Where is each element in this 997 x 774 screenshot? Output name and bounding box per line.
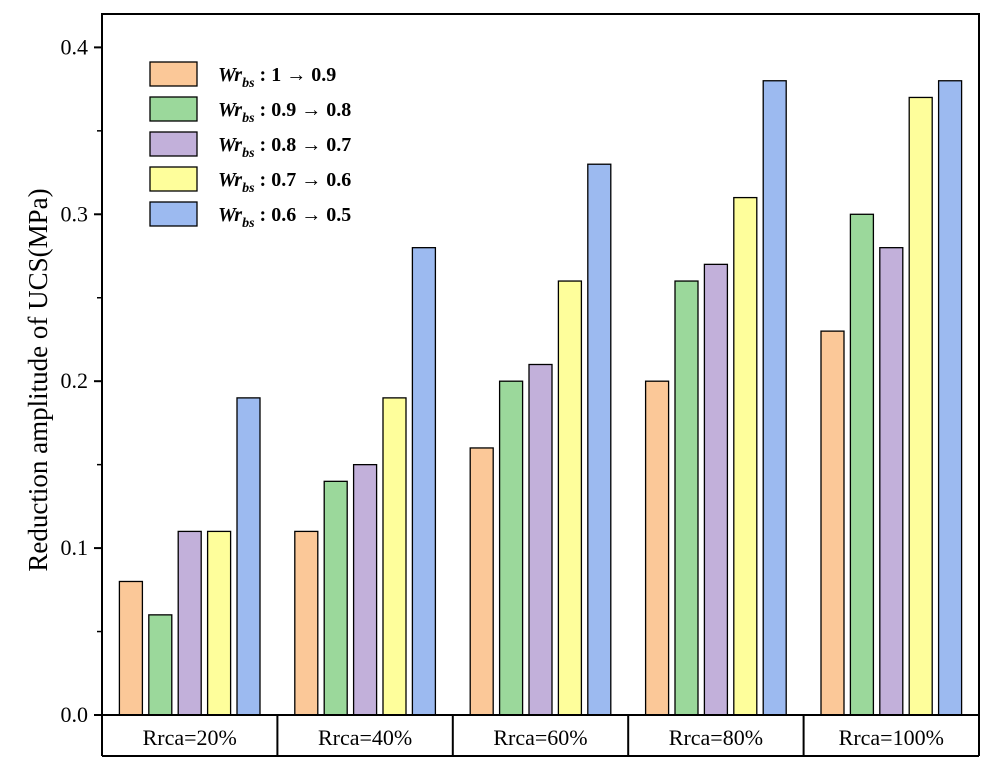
legend-swatch <box>149 166 198 192</box>
bar <box>733 196 758 716</box>
bar <box>323 480 348 716</box>
legend-entry: Wrbs : 0.7 → 0.6 <box>218 169 351 196</box>
legend-swatch <box>149 96 198 122</box>
plot-frame <box>101 13 980 716</box>
bar <box>644 380 670 716</box>
legend-entry: Wrbs : 0.8 → 0.7 <box>218 134 351 161</box>
legend-swatch <box>149 131 198 157</box>
legend-swatch <box>149 201 198 227</box>
category-label: Rrca=40% <box>318 725 412 750</box>
bar <box>352 463 378 716</box>
bar <box>206 530 232 716</box>
bar <box>236 397 261 716</box>
bar <box>382 397 407 716</box>
bar <box>469 447 494 716</box>
bar <box>820 330 845 716</box>
bar <box>849 213 875 716</box>
bar <box>908 96 933 716</box>
bar <box>879 247 904 716</box>
bar <box>703 263 729 716</box>
bar <box>762 80 787 716</box>
bar <box>498 380 524 716</box>
category-label: Rrca=60% <box>493 725 587 750</box>
legend-entry: Wrbs : 0.9 → 0.8 <box>218 99 351 126</box>
legend-entry: Wrbs : 1 → 0.9 <box>218 64 336 91</box>
legend: Wrbs : 1 → 0.9 Wrbs : 0.9 → 0.8 Wrbs : 0.8… <box>149 61 351 231</box>
bar <box>528 363 553 716</box>
y-tick-label: 0.4 <box>61 34 89 59</box>
category-label: Rrca=20% <box>143 725 237 750</box>
y-tick-label: 0.1 <box>61 535 89 560</box>
legend-entry: Wrbs : 0.6 → 0.5 <box>218 204 351 231</box>
bar <box>411 247 437 716</box>
y-axis-title: Reduction amplitude of UCS(MPa) <box>23 188 53 571</box>
bars-layer <box>118 80 963 716</box>
bar <box>674 280 699 716</box>
bar <box>587 163 612 716</box>
bar <box>557 280 583 716</box>
bar <box>148 614 173 716</box>
bar <box>937 80 963 716</box>
category-label: Rrca=80% <box>669 725 763 750</box>
bar <box>294 530 319 716</box>
bar <box>118 580 144 716</box>
y-tick-label: 0.2 <box>61 368 89 393</box>
category-label: Rrca=100% <box>839 725 944 750</box>
legend-swatch <box>149 61 198 87</box>
axes-layer: 0.0 0.1 0.2 0.3 0.4 Rrca=20% Rrca=40% Rrca=60% R… <box>61 13 980 757</box>
bar <box>177 530 202 716</box>
y-tick-label: 0.0 <box>61 702 89 727</box>
y-tick-label: 0.3 <box>61 201 89 226</box>
